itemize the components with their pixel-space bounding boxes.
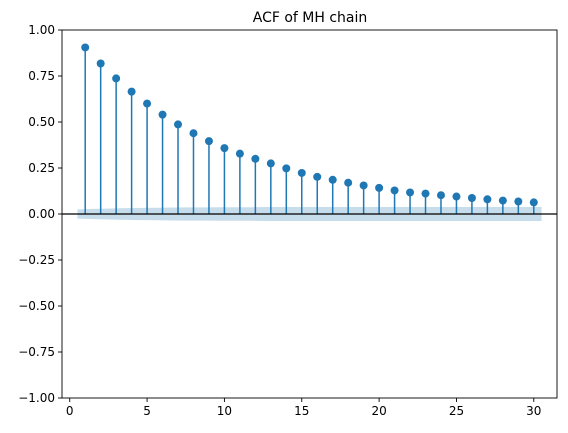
- y-axis: −1.00 −0.75 −0.50 −0.25 0.00 0.25 0.50 0.75 1.00: [18, 23, 62, 405]
- y-tick-label: 0.75: [28, 69, 55, 83]
- y-tick-label: 1.00: [28, 23, 55, 37]
- y-tick-label: −0.50: [18, 299, 55, 313]
- acf-point: [375, 183, 384, 192]
- x-axis: 0 5 10 15 20 25 30: [66, 398, 541, 418]
- acf-point: [81, 43, 90, 52]
- plot-area: [62, 43, 557, 221]
- acf-point: [498, 196, 507, 205]
- chart-title: ACF of MH chain: [253, 10, 368, 26]
- acf-point: [514, 197, 523, 206]
- y-tick-label: 0.25: [28, 161, 55, 175]
- acf-point: [96, 59, 105, 68]
- acf-point: [112, 74, 121, 83]
- acf-point: [127, 87, 136, 96]
- x-tick-label: 30: [526, 404, 541, 418]
- y-tick-label: 0.00: [28, 207, 55, 221]
- acf-point: [467, 193, 476, 202]
- acf-point: [313, 172, 322, 181]
- x-tick-label: 0: [66, 404, 74, 418]
- x-tick-label: 5: [143, 404, 151, 418]
- acf-point: [359, 181, 368, 190]
- acf-point: [328, 175, 337, 184]
- acf-point: [297, 168, 306, 177]
- y-tick-label: −0.75: [18, 345, 55, 359]
- acf-point: [282, 164, 291, 173]
- acf-point: [529, 198, 538, 207]
- acf-point: [143, 99, 152, 108]
- acf-point: [421, 189, 430, 198]
- acf-point: [452, 192, 461, 201]
- x-tick-label: 10: [217, 404, 232, 418]
- acf-point: [189, 129, 198, 138]
- acf-point: [220, 144, 229, 153]
- x-tick-label: 25: [449, 404, 464, 418]
- acf-point: [390, 186, 399, 195]
- acf-point: [483, 195, 492, 204]
- acf-point: [344, 178, 353, 187]
- acf-point: [174, 120, 183, 129]
- y-tick-label: −0.25: [18, 253, 55, 267]
- acf-point: [436, 191, 445, 200]
- x-tick-label: 20: [371, 404, 386, 418]
- acf-point: [204, 137, 213, 146]
- x-tick-label: 15: [294, 404, 309, 418]
- y-tick-label: 0.50: [28, 115, 55, 129]
- acf-point: [235, 149, 244, 158]
- acf-point: [251, 154, 260, 163]
- acf-point: [158, 110, 167, 119]
- y-tick-label: −1.00: [18, 391, 55, 405]
- acf-point: [406, 188, 415, 197]
- acf-point: [266, 159, 275, 168]
